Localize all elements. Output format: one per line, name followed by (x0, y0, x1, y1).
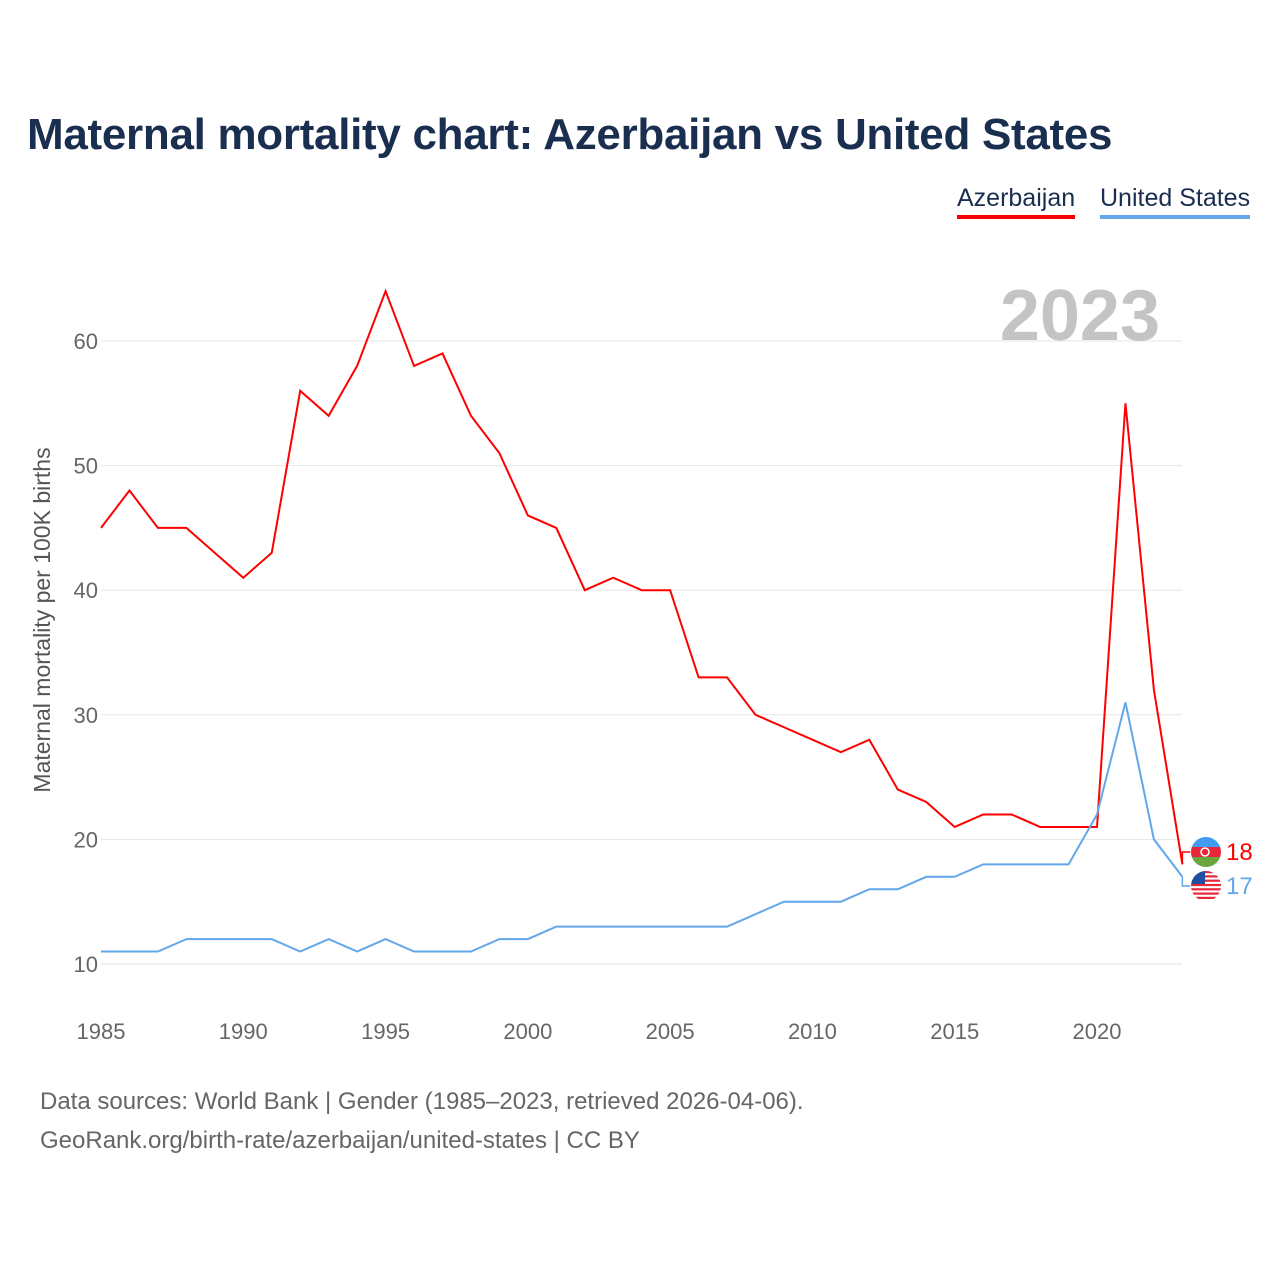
x-tick-label: 2020 (1073, 1019, 1122, 1044)
series-line-azerbaijan (100, 288, 1184, 865)
chart-title: Maternal mortality chart: Azerbaijan vs … (27, 110, 1113, 159)
end-value-label: 18 (1226, 839, 1253, 866)
azerbaijan-flag-icon (1191, 837, 1221, 867)
end-connector (1181, 876, 1191, 887)
x-tick-label: 2005 (646, 1019, 695, 1044)
y-tick-label: 60 (74, 329, 98, 354)
y-axis-label: Maternal mortality per 100K births (29, 447, 55, 792)
y-tick-label: 20 (74, 827, 98, 852)
x-tick-label: 2000 (503, 1019, 552, 1044)
end-value-label: 17 (1226, 873, 1253, 900)
footer-sources: Data sources: World Bank | Gender (1985–… (40, 1088, 804, 1115)
us-flag-icon (1191, 871, 1221, 899)
y-tick-label: 40 (74, 578, 98, 603)
y-tick-label: 10 (74, 952, 98, 977)
footer-link[interactable]: GeoRank.org/birth-rate/azerbaijan/united… (40, 1127, 640, 1154)
end-connector (1181, 851, 1191, 865)
x-tick-label: 2010 (788, 1019, 837, 1044)
y-tick-label: 50 (74, 454, 98, 479)
x-tick-label: 1985 (77, 1019, 126, 1044)
x-tick-label: 2015 (930, 1019, 979, 1044)
y-tick-label: 30 (74, 703, 98, 728)
x-tick-label: 1995 (361, 1019, 410, 1044)
legend-azerbaijan[interactable]: Azerbaijan (957, 184, 1076, 219)
series-line-united-states (101, 702, 1184, 953)
legend-united-states[interactable]: United States (1100, 184, 1251, 219)
x-tick-label: 1990 (219, 1019, 268, 1044)
year-watermark: 2023 (1000, 276, 1160, 356)
